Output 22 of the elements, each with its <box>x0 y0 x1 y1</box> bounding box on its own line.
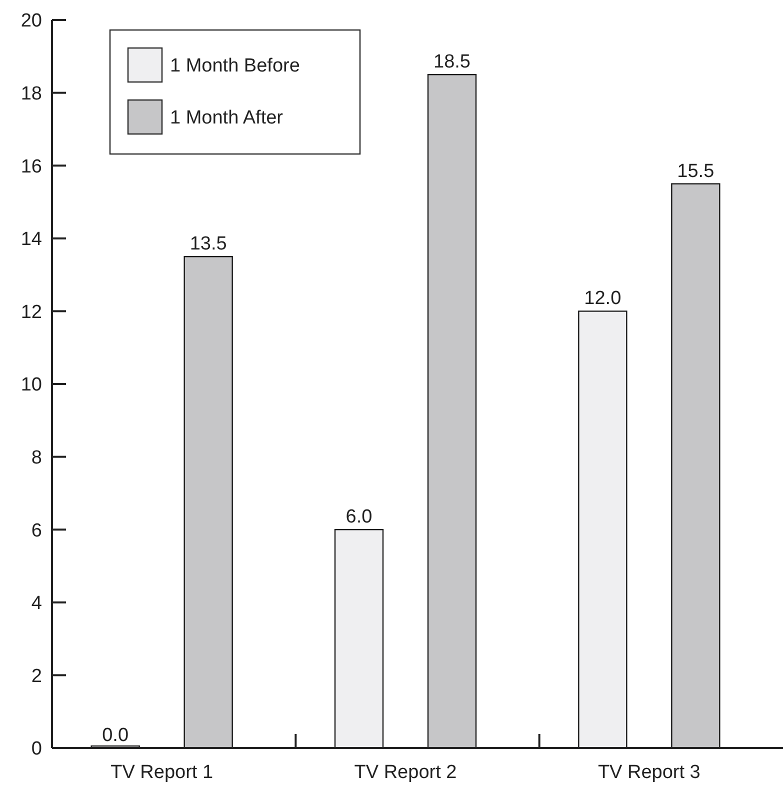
legend-label: 1 Month After <box>170 108 284 129</box>
data-label: 18.5 <box>434 52 470 73</box>
data-label: 6.0 <box>346 506 372 528</box>
y-tick-label: 12 <box>20 302 42 323</box>
y-tick-label: 0 <box>31 738 42 760</box>
y-tick-label: 10 <box>20 374 42 396</box>
y-tick-label: 20 <box>20 10 42 32</box>
y-tick-label: 14 <box>20 229 42 250</box>
x-tick-label: TV Report 2 <box>354 762 457 783</box>
data-label: 12.0 <box>584 288 622 310</box>
y-tick-label: 2 <box>31 666 42 687</box>
x-tick-label: TV Report 1 <box>110 762 214 783</box>
y-tick-label: 18 <box>20 83 42 104</box>
legend-label: 1 Month Before <box>170 56 300 77</box>
data-label: 15.5 <box>677 160 714 182</box>
y-tick-label: 8 <box>31 447 42 468</box>
x-tick-label: TV Report 3 <box>598 762 700 783</box>
y-tick-label: 6 <box>31 520 42 542</box>
data-label: 13.5 <box>190 234 227 255</box>
y-tick-label: 16 <box>20 156 42 178</box>
data-label: 0.0 <box>102 725 129 746</box>
y-tick-label: 4 <box>31 593 42 614</box>
